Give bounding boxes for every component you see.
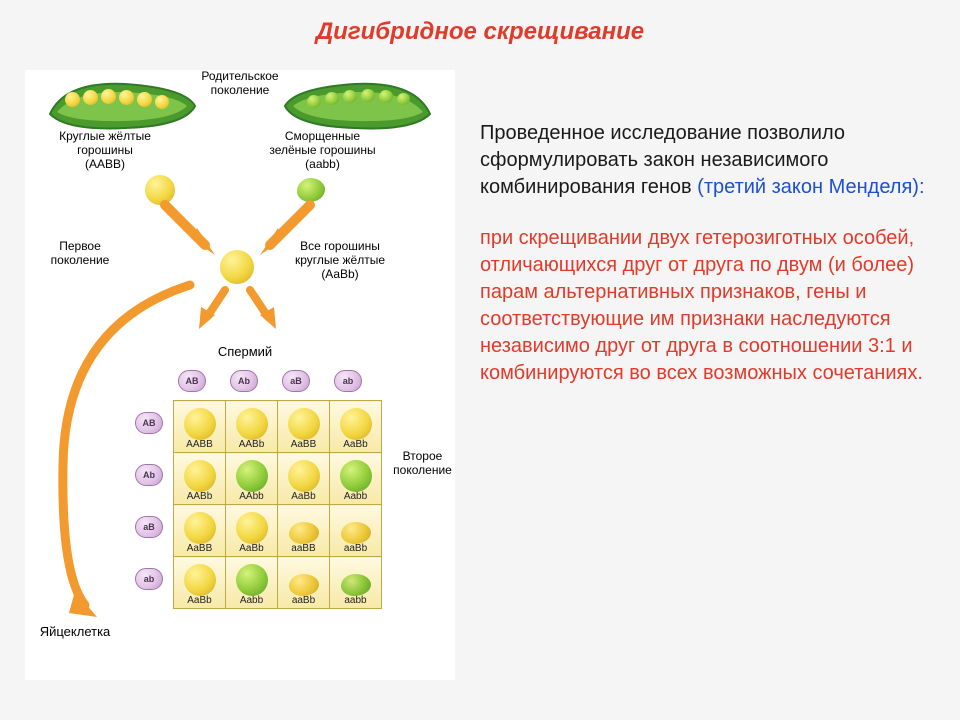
description-text: Проведенное исследование позволило сформ… — [480, 120, 930, 387]
punnett-cell: AaBb — [330, 401, 382, 453]
wrinkled-pea-icon — [289, 522, 319, 544]
punnett-cell: AABB — [174, 401, 226, 453]
smooth-pea-icon — [340, 460, 372, 492]
smooth-pea-icon — [184, 564, 216, 596]
punnett-cell: Aabb — [330, 453, 382, 505]
sperm-gamete-3: ab — [334, 370, 362, 392]
genotype-label: AaBb — [226, 544, 277, 556]
punnett-cell: AaBB — [278, 401, 330, 453]
punnett-square: AABBAABbAaBBAaBbAABbAAbbAaBbAabbAaBBAaBb… — [173, 400, 382, 609]
smooth-pea-icon — [288, 460, 320, 492]
punnett-cell: aaBB — [278, 505, 330, 557]
genotype-label: AAbb — [226, 492, 277, 504]
punnett-cell: aaBb — [278, 557, 330, 609]
smooth-pea-icon — [236, 512, 268, 544]
genotype-label: AABb — [226, 440, 277, 452]
wrinkled-pea-icon — [341, 574, 371, 596]
punnett-cell: AABb — [174, 453, 226, 505]
punnett-cell: aabb — [330, 557, 382, 609]
genotype-label: AaBb — [330, 440, 381, 452]
page-title: Дигибридное скрещивание — [0, 18, 960, 46]
label-parent-gen: Родительскоепоколение — [180, 70, 300, 98]
genotype-label: AaBB — [174, 544, 225, 556]
smooth-pea-icon — [236, 408, 268, 440]
genotype-label: Aabb — [226, 596, 277, 608]
smooth-pea-icon — [288, 408, 320, 440]
green-pod-icon — [280, 76, 435, 136]
sperm-gamete-1: Ab — [230, 370, 258, 392]
smooth-pea-icon — [184, 408, 216, 440]
arrow-f1-left — [195, 285, 235, 333]
smooth-pea-icon — [184, 512, 216, 544]
smooth-pea-icon — [236, 460, 268, 492]
punnett-cell: AAbb — [226, 453, 278, 505]
sperm-gamete-2: aB — [282, 370, 310, 392]
parent-green-pea — [297, 178, 325, 202]
cross-diagram: Родительскоепоколение Круглые жёлтыегоро… — [25, 70, 455, 680]
punnett-cell: aaBb — [330, 505, 382, 557]
smooth-pea-icon — [184, 460, 216, 492]
punnett-cell: AaBb — [226, 505, 278, 557]
genotype-label: AaBb — [174, 596, 225, 608]
genotype-label: AABb — [174, 492, 225, 504]
punnett-cell: AaBb — [174, 557, 226, 609]
genotype-label: AABB — [174, 440, 225, 452]
genotype-label: AaBb — [278, 492, 329, 504]
punnett-cell: AaBb — [278, 453, 330, 505]
genotype-label: Aabb — [330, 492, 381, 504]
label-sperm: Спермий — [205, 345, 285, 360]
label-first-gen: Первоепоколение — [30, 240, 130, 268]
smooth-pea-icon — [236, 564, 268, 596]
label-yellow-parent: Круглые жёлтыегорошины(AABB) — [45, 130, 165, 171]
law-text: при скрещивании двух гетерозиготных особ… — [480, 225, 930, 387]
f1-pea — [220, 250, 254, 284]
punnett-cell: AaBB — [174, 505, 226, 557]
wrinkled-pea-icon — [289, 574, 319, 596]
wrinkled-pea-icon — [341, 522, 371, 544]
label-f1-desc: Все горошиныкруглые жёлтые(AaBb) — [270, 240, 410, 281]
genotype-label: aaBb — [278, 596, 329, 608]
genotype-label: AaBB — [278, 440, 329, 452]
law-name: (третий закон Менделя): — [697, 176, 924, 198]
smooth-pea-icon — [340, 408, 372, 440]
arrow-p1-f1 — [155, 200, 225, 260]
arrow-f1-right — [240, 285, 280, 333]
genotype-label: aaBB — [278, 544, 329, 556]
label-egg: Яйцеклетка — [25, 625, 125, 640]
label-second-gen: Второепоколение — [385, 450, 460, 478]
label-green-parent: Сморщенныезелёные горошины(aabb) — [250, 130, 395, 171]
genotype-label: aaBb — [330, 544, 381, 556]
punnett-cell: AABb — [226, 401, 278, 453]
punnett-cell: Aabb — [226, 557, 278, 609]
genotype-label: aabb — [330, 596, 381, 608]
